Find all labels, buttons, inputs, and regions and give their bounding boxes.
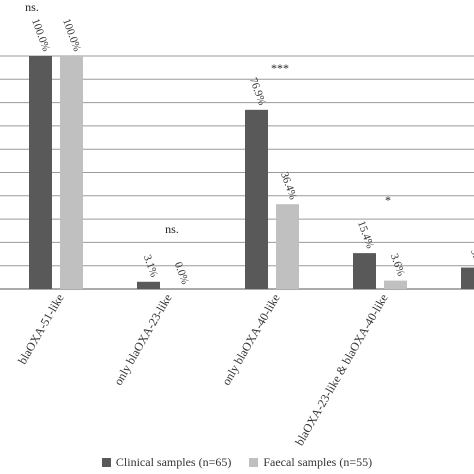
value-label: 0.0% <box>172 260 191 286</box>
bar-clinical <box>245 109 268 289</box>
bar-clinical <box>137 281 160 289</box>
x-tick-label: only blaOXA-40-like <box>219 292 283 388</box>
value-label: 3.6% <box>388 252 407 278</box>
bar-faecal <box>276 204 299 289</box>
value-label: 100.0% <box>60 17 83 53</box>
value-label: 9.2 <box>468 248 474 265</box>
legend-item-faecal: Faecal samples (n=55) <box>249 455 372 470</box>
bar-faecal <box>384 280 407 289</box>
x-tick-label: only blaOXA-23-like <box>111 292 175 388</box>
significance-label: * <box>385 193 391 207</box>
x-tick-label: blaOXA-51-like <box>15 292 66 367</box>
legend-label-clinical: Clinical samples (n=65) <box>115 454 232 469</box>
bar-clinical <box>29 56 52 289</box>
bars <box>29 56 474 289</box>
bar-clinical <box>461 267 474 289</box>
legend-item-clinical: Clinical samples (n=65) <box>101 454 232 470</box>
bar-clinical <box>353 253 376 289</box>
value-label: 15.4% <box>355 219 376 250</box>
significance-label: *** <box>271 61 289 75</box>
value-label: 36.4% <box>278 170 299 201</box>
x-tick-label: blaOXA-23-like & blaOXA-40-like <box>292 292 390 448</box>
significance-labels: ns.ns.**** <box>25 0 391 236</box>
legend-label-faecal: Faecal samples (n=55) <box>263 454 373 469</box>
significance-label: ns. <box>25 0 39 14</box>
significance-label: ns. <box>165 222 179 236</box>
bar-faecal <box>60 56 83 289</box>
x-tick-labels: blaOXA-51-like only blaOXA-23-like only bl… <box>15 292 390 448</box>
value-label: 100.0% <box>29 17 52 53</box>
legend-swatch-clinical <box>101 457 111 467</box>
legend: Clinical samples (n=65) Faecal samples (… <box>0 452 474 472</box>
legend-swatch-faecal <box>249 457 259 467</box>
